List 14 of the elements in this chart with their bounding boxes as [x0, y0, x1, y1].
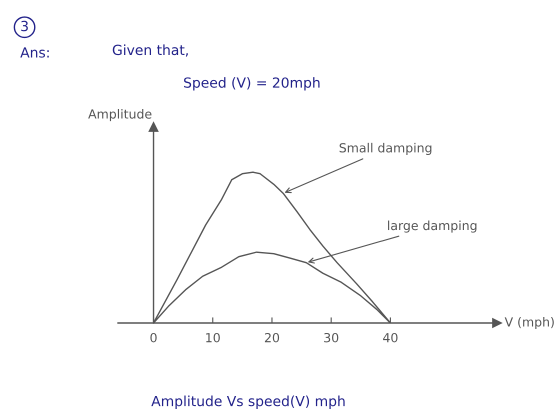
- x-tick-label: 30: [324, 332, 338, 342]
- text: Speed (V) = 20mph: [184, 77, 320, 91]
- text: Ans:: [20, 47, 49, 58]
- text: 3: [21, 20, 28, 32]
- text: large damping: [388, 220, 476, 233]
- x-tick-label: 10: [206, 332, 220, 342]
- x-tick-label: 0: [150, 332, 157, 342]
- text: Given that,: [112, 44, 188, 57]
- x-tick-label: 40: [383, 332, 398, 342]
- text: Small damping: [340, 142, 432, 155]
- y-axis-title: Amplitude: [88, 109, 152, 122]
- x-axis-title: V (mph): [504, 316, 554, 330]
- x-tick-label: 20: [264, 332, 280, 342]
- text: Amplitude Vs speed(V) mph: [151, 396, 345, 409]
